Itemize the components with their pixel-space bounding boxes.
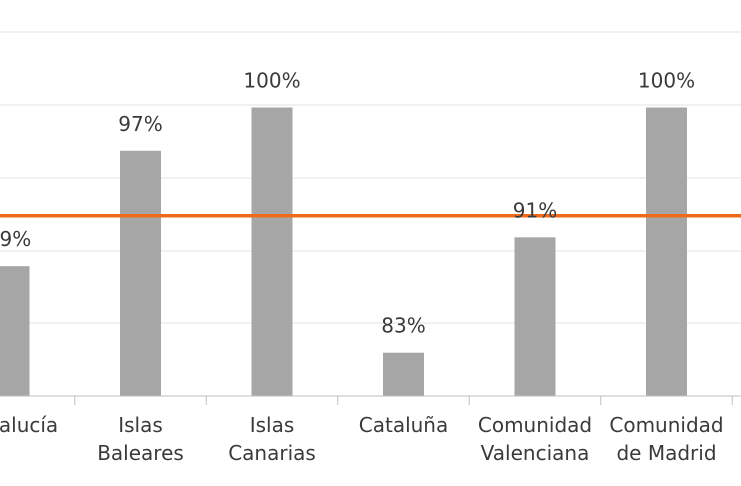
data-label-1: 97% bbox=[118, 112, 162, 136]
category-label-4-line-0: Comunidad bbox=[478, 413, 592, 437]
bar-2 bbox=[251, 107, 293, 396]
category-label-2-line-1: Canarias bbox=[228, 441, 316, 465]
bar-1 bbox=[120, 150, 161, 396]
bar-3 bbox=[383, 352, 424, 396]
data-label-2: 100% bbox=[243, 69, 300, 93]
category-label-1-line-1: Baleares bbox=[97, 441, 184, 465]
data-label-4: 91% bbox=[513, 198, 557, 222]
category-label-0-line-0: Andalucía bbox=[0, 413, 58, 437]
data-labels: 89% 97% 100% 83% 91% 100% bbox=[0, 69, 695, 338]
category-label-3-line-0: Cataluña bbox=[359, 413, 448, 437]
category-label-5-line-1: de Madrid bbox=[616, 441, 716, 465]
bar-0 bbox=[0, 266, 30, 396]
data-label-0: 89% bbox=[0, 227, 31, 251]
x-axis bbox=[0, 395, 741, 405]
category-label-1-line-0: Islas bbox=[118, 413, 163, 437]
gridlines bbox=[0, 31, 741, 324]
category-label-4-line-1: Valenciana bbox=[481, 441, 590, 465]
data-label-3: 83% bbox=[381, 314, 425, 338]
bars bbox=[0, 107, 687, 396]
bar-4 bbox=[514, 237, 556, 396]
category-label-2-line-0: Islas bbox=[250, 413, 295, 437]
data-label-5: 100% bbox=[638, 69, 695, 93]
category-labels: Andalucía Islas Baleares Islas Canarias Catal… bbox=[0, 413, 724, 465]
category-label-5-line-0: Comunidad bbox=[609, 413, 723, 437]
bar-5 bbox=[646, 107, 687, 396]
